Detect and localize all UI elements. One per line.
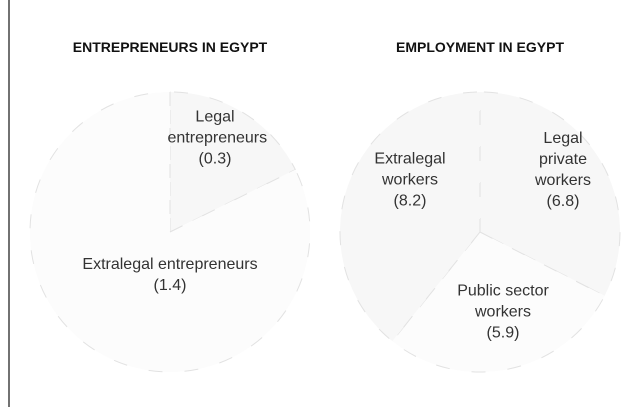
- slice-label: Extralegal entrepreneurs (1.4): [50, 254, 290, 296]
- slice-name: Extralegal entrepreneurs: [82, 256, 258, 273]
- pie-slice: [479, 91, 621, 297]
- slice-value: (1.4): [153, 277, 187, 294]
- pie-slice: [29, 91, 311, 373]
- slice-value: (5.9): [486, 324, 520, 342]
- slice-value: (8.2): [393, 192, 427, 210]
- pie-slice: [339, 91, 481, 342]
- slice-value: (0.3): [198, 150, 232, 168]
- slice-label: Legal private workers (6.8): [518, 128, 608, 212]
- pie-slice: [391, 231, 606, 373]
- slice-name: Legal entrepreneurs: [167, 108, 268, 147]
- slice-name: Public sector workers: [457, 282, 549, 321]
- slice-label: Extralegal workers (8.2): [365, 149, 455, 212]
- pie-slice: [169, 91, 296, 233]
- slice-name: Legal private workers: [534, 130, 591, 189]
- slice-label: Legal entrepreneurs (0.3): [167, 107, 268, 170]
- slice-value: (6.8): [546, 193, 580, 210]
- chart-title: EMPLOYMENT IN EGYPT: [396, 39, 564, 55]
- chart-title: ENTREPRENEURS IN EGYPT: [73, 39, 268, 55]
- slice-name: Extralegal workers: [374, 150, 446, 189]
- slice-label: Public sector workers (5.9): [433, 281, 573, 344]
